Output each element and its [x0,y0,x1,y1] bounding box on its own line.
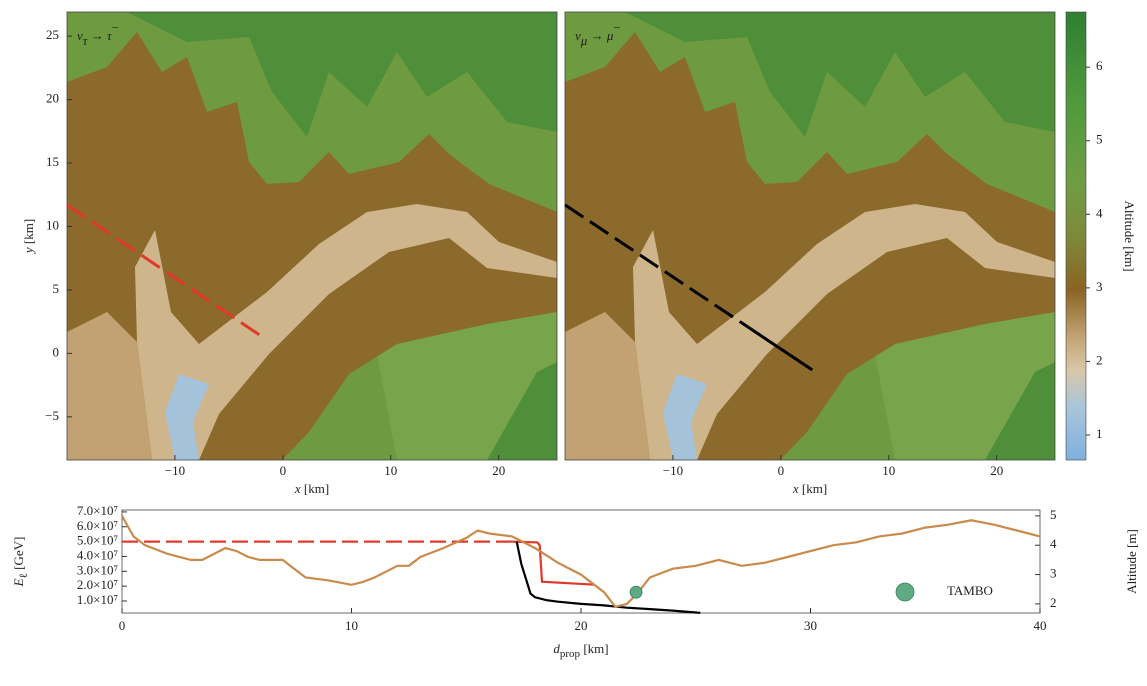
y-tick-label: 2.0×10⁷ [77,577,118,592]
title-symbol: ν [77,28,83,43]
y2-tick-label: 2 [1050,595,1057,610]
y-tick-label: 25 [46,27,59,42]
axis-unit: [km] [301,481,330,496]
plot-frame [564,11,1056,461]
y-axis-label: Eℓ [GeV] [11,537,30,588]
y-tick-label: 7.0×10⁷ [77,503,118,518]
plot-frame [66,11,558,461]
axis-subscript: ℓ [18,573,30,578]
y-tick-label: 10 [46,217,59,232]
x-tick-label: 0 [778,463,785,478]
y-tick-label: 6.0×10⁷ [77,518,118,533]
axis-unit: [GeV] [11,537,26,573]
title-subscript: μ [580,33,588,48]
y2-tick-label: 4 [1050,536,1057,551]
title-arrow: → τ [87,28,113,43]
colorbar [1065,11,1087,461]
x-tick-label: −10 [165,463,185,478]
x-tick-label: −10 [663,463,683,478]
axis-unit: [km] [799,481,828,496]
track-line [66,203,264,339]
colorbar-tick-label: 1 [1096,426,1103,441]
y-tick-label: 15 [46,154,59,169]
x-tick-label: 10 [384,463,397,478]
panel-title: νμ → μ− [575,20,621,48]
y2-tick-label: 5 [1050,507,1057,522]
axis-symbol: x [294,481,301,496]
x-axis-label: x [km] [294,481,329,496]
x-axis-label: x [km] [792,481,827,496]
axis-unit: [km] [580,641,609,656]
x-axis-label: dprop [km] [553,641,608,660]
y-tick-label: 1.0×10⁷ [77,592,118,607]
y-tick-label: 20 [46,91,59,106]
y-tick-label: 5.0×10⁷ [77,533,118,548]
y-tick-label: −5 [45,408,59,423]
y-tick-label: 3.0×10⁷ [77,562,118,577]
axis-symbol: x [792,481,799,496]
site-marker [629,585,643,599]
y-tick-label: 4.0×10⁷ [77,547,118,562]
series-line [512,540,595,586]
x-tick-label: 40 [1034,618,1047,633]
colorbar-tick-label: 6 [1096,58,1103,73]
x-tick-label: 0 [280,463,287,478]
x-tick-label: 0 [119,618,126,633]
y-tick-label: 5 [53,281,60,296]
colorbar-tick-label: 3 [1096,279,1103,294]
x-tick-label: 20 [990,463,1003,478]
y2-axis-label: Altitude [m] [1124,529,1139,594]
panel-title: ντ → τ− [77,20,119,48]
x-tick-label: 20 [575,618,588,633]
title-charge: − [112,20,119,35]
terrain-map [565,12,1055,460]
series-line [515,541,701,614]
x-tick-label: 20 [492,463,505,478]
legend-marker [895,582,915,602]
y2-tick-label: 3 [1050,566,1057,581]
x-tick-label: 30 [804,618,817,633]
axis-unit: [km] [21,219,36,248]
title-subscript: τ [83,33,89,48]
terrain-map [67,12,557,460]
x-tick-label: 10 [882,463,895,478]
series-line [121,515,1041,609]
axis-symbol: d [553,641,560,656]
y-axis-label: y [km] [21,219,36,255]
colorbar-label: Altitude [km] [1122,200,1137,271]
x-tick-label: 10 [345,618,358,633]
colorbar-tick-label: 4 [1096,205,1103,220]
axis-symbol: y [21,247,36,255]
y-tick-label: 0 [53,344,60,359]
axis-subscript: prop [560,648,581,660]
title-charge: − [613,20,620,35]
legend-label: TAMBO [947,583,993,598]
track-line [742,322,814,372]
axis-symbol: E [11,578,26,587]
title-symbol: ν [575,28,581,43]
colorbar-tick-label: 2 [1096,352,1103,367]
colorbar-tick-label: 5 [1096,132,1103,147]
track-line [564,203,744,326]
title-arrow: → μ [587,28,614,43]
